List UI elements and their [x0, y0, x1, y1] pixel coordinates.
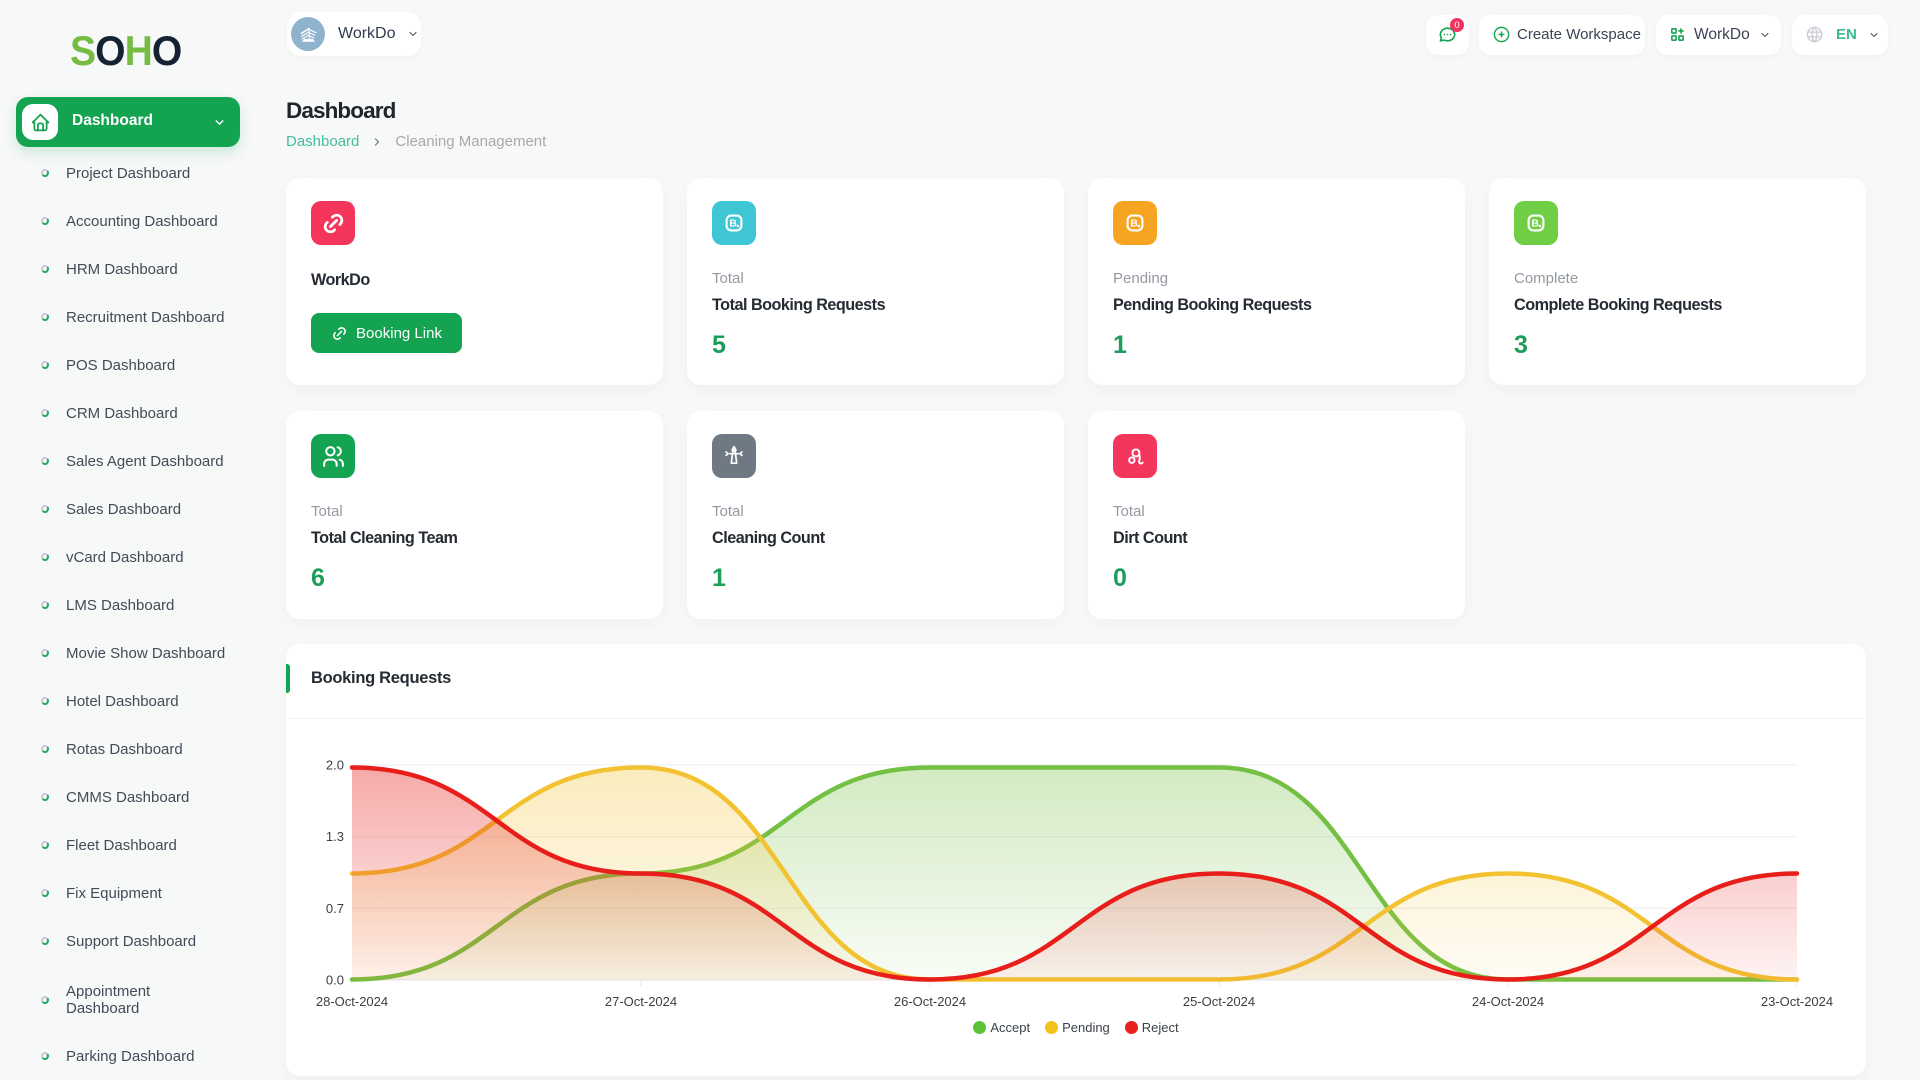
svg-text:26-Oct-2024: 26-Oct-2024	[894, 994, 966, 1009]
svg-text:28-Oct-2024: 28-Oct-2024	[316, 994, 388, 1009]
svg-text:27-Oct-2024: 27-Oct-2024	[605, 994, 677, 1009]
svg-text:24-Oct-2024: 24-Oct-2024	[1472, 994, 1544, 1009]
svg-text:0.0: 0.0	[326, 973, 344, 988]
svg-text:1.3: 1.3	[326, 829, 344, 844]
svg-text:2.0: 2.0	[326, 758, 344, 773]
svg-text:0.7: 0.7	[326, 901, 344, 916]
svg-text:25-Oct-2024: 25-Oct-2024	[1183, 994, 1255, 1009]
svg-text:23-Oct-2024: 23-Oct-2024	[1761, 994, 1833, 1009]
